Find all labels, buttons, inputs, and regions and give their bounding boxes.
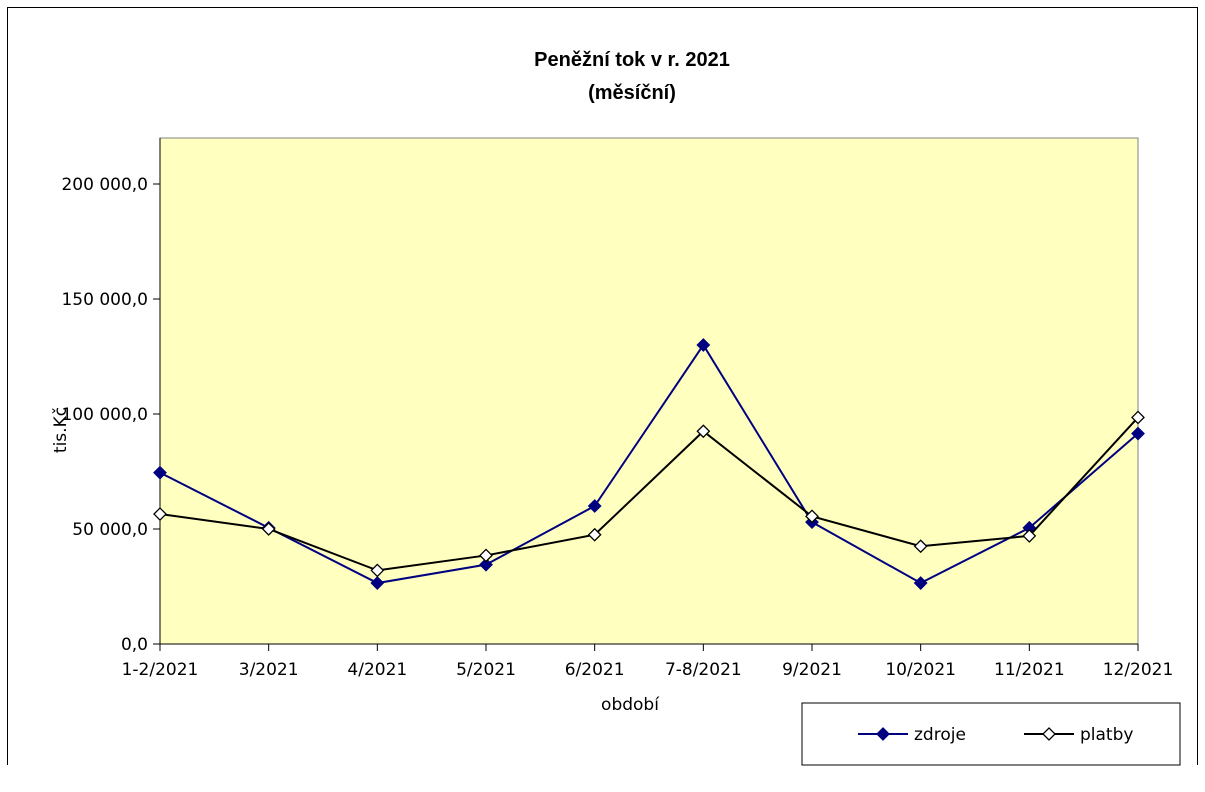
x-ticks: 1-2/2021 3/2021 4/2021 5/2021 6/2021 7-8/2021… bbox=[122, 644, 1174, 680]
x-tick-label: 9/2021 bbox=[782, 660, 842, 680]
chart-subtitle: (měsíční) bbox=[588, 82, 676, 104]
series-line-platby bbox=[159, 416, 1139, 572]
data-point-platby bbox=[587, 527, 602, 542]
data-point-zdroje bbox=[696, 338, 711, 352]
y-axis-title: tis.Kč bbox=[51, 407, 71, 453]
series-line-zdroje bbox=[159, 343, 1139, 585]
data-point-platby bbox=[1022, 528, 1037, 543]
x-tick-label: 7-8/2021 bbox=[665, 660, 742, 680]
x-axis-title: období bbox=[601, 695, 660, 715]
y-tick-label: 50 000,0 bbox=[72, 520, 148, 540]
chart-title: Peněžní tok v r. 2021 bbox=[534, 49, 730, 71]
data-point-platby bbox=[913, 539, 928, 554]
y-tick-label: 0,0 bbox=[121, 635, 148, 655]
data-point-zdroje bbox=[913, 576, 928, 590]
data-point-zdroje bbox=[587, 499, 602, 513]
chart-area-mask bbox=[0, 765, 1205, 787]
legend-marker-platby bbox=[1042, 727, 1056, 741]
data-point-platby bbox=[370, 563, 385, 578]
data-point-platby bbox=[479, 548, 493, 563]
data-point-zdroje bbox=[479, 557, 493, 572]
legend-label-platby: platby bbox=[1080, 725, 1133, 745]
legend-label-zdroje: zdroje bbox=[914, 725, 966, 745]
x-tick-label: 10/2021 bbox=[885, 660, 956, 680]
data-point-zdroje bbox=[1131, 426, 1145, 441]
x-tick-label: 6/2021 bbox=[565, 660, 625, 680]
y-tick-label: 200 000,0 bbox=[61, 175, 148, 195]
x-tick-label: 3/2021 bbox=[239, 660, 299, 680]
plot-area bbox=[159, 137, 1139, 645]
data-point-platby bbox=[261, 522, 276, 536]
data-point-zdroje bbox=[153, 465, 167, 480]
data-point-zdroje bbox=[370, 576, 385, 590]
y-tick-label: 150 000,0 bbox=[61, 290, 148, 310]
data-point-platby bbox=[696, 424, 711, 439]
data-point-platby bbox=[1131, 410, 1145, 425]
x-tick-label: 1-2/2021 bbox=[122, 660, 199, 680]
x-tick-label: 12/2021 bbox=[1103, 660, 1174, 680]
legend: zdroje platby bbox=[801, 702, 1181, 766]
y-tick-label: 100 000,0 bbox=[61, 405, 148, 425]
x-tick-label: 4/2021 bbox=[347, 660, 407, 680]
data-point-platby bbox=[153, 507, 167, 521]
series-layer bbox=[153, 338, 1145, 590]
data-point-platby bbox=[805, 509, 819, 524]
y-ticks: 0,0 50 000,0 100 000,0 150 000,0 200 000,0 bbox=[61, 175, 160, 655]
x-tick-label: 11/2021 bbox=[994, 660, 1065, 680]
x-tick-label: 5/2021 bbox=[456, 660, 516, 680]
legend-marker-zdroje bbox=[876, 727, 890, 741]
